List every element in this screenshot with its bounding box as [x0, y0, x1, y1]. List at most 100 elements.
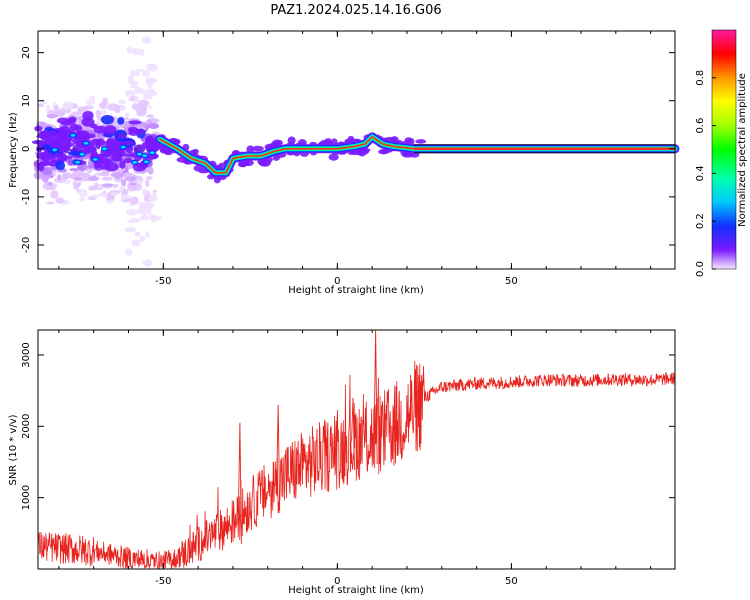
- spectrogram-core-blob: [86, 133, 96, 139]
- track-halo-blob: [252, 145, 264, 152]
- spectrogram-blob: [124, 226, 137, 233]
- spectrogram-blob: [124, 112, 130, 118]
- spectrogram-xlabel: Height of straight line (km): [288, 285, 424, 296]
- spectrogram-blob: [40, 100, 48, 105]
- spectrogram-blob: [142, 259, 153, 267]
- spectrogram-blob: [126, 46, 133, 54]
- x-tick-label-spectrogram: 50: [505, 276, 518, 287]
- spectrogram-core-blob: [93, 125, 108, 134]
- spectrogram-hot-blob: [148, 150, 156, 156]
- spectrogram-core-blob: [36, 147, 43, 152]
- spectrogram-core-blob: [123, 158, 133, 164]
- spectrogram-core-blob: [40, 134, 54, 142]
- spectrogram-blob: [88, 95, 96, 102]
- spectrogram-frame: [37, 30, 676, 270]
- x-tick-label-snr: 50: [505, 576, 518, 587]
- spectrogram-blob: [139, 235, 146, 242]
- spectrogram-hot-blob: [142, 159, 150, 165]
- spectrogram-blob: [46, 201, 55, 205]
- spectrogram-blob: [140, 204, 152, 212]
- track-halo-blob: [239, 161, 247, 168]
- spectrogram-blob: [73, 177, 83, 181]
- snr-frame: [37, 329, 676, 570]
- spectrogram-core-blob: [96, 153, 110, 159]
- spectrogram-blob: [134, 231, 141, 237]
- spectrogram-core-blob: [117, 117, 125, 125]
- snr-spike: [237, 422, 242, 545]
- spectrogram-core-blob: [50, 140, 61, 150]
- spectrogram-blob: [118, 99, 126, 105]
- spectrogram-core-blob: [117, 133, 126, 139]
- spectrogram-core-blob: [53, 152, 63, 157]
- spectrogram-blob: [148, 105, 153, 110]
- spectrogram-blob: [53, 177, 66, 184]
- track-halo-blob: [415, 139, 427, 144]
- spectrogram-blob: [127, 75, 134, 84]
- spectrogram-blob: [121, 178, 127, 187]
- colorbar-label: Normalized spectral amplitude: [737, 73, 748, 227]
- spectrogram-core-blob: [89, 123, 98, 129]
- spectrogram-blob: [112, 171, 123, 180]
- spectrogram-blob: [131, 239, 141, 247]
- y-tick-label-spectrogram: -10: [21, 189, 32, 205]
- spectrogram-blob: [53, 104, 60, 113]
- spectrogram-axes: -50 0 50 -20 -10 0 10 20: [21, 31, 675, 287]
- spectrogram-blob: [136, 68, 145, 73]
- snr-xlabel: Height of straight line (km): [288, 585, 424, 596]
- spectrogram-blob: [130, 69, 135, 77]
- spectrogram-blob: [55, 110, 65, 118]
- spectrogram-track-group: [154, 132, 680, 184]
- spectrogram-core-blob: [90, 138, 102, 146]
- colorbar-tick-label: 0.8: [695, 70, 706, 86]
- y-tick-label-snr: 2000: [21, 414, 32, 439]
- spectrogram-core-blob: [37, 161, 45, 172]
- spectrogram-core-blob: [103, 125, 117, 136]
- spectrogram-hot-blob: [131, 159, 139, 165]
- spectrogram-core-blob: [82, 111, 94, 121]
- track-halo-blob: [357, 148, 367, 157]
- y-tick-label-spectrogram: 0: [21, 146, 32, 152]
- track-halo-blob: [272, 155, 280, 161]
- y-tick-label-snr: 3000: [21, 342, 32, 367]
- spectrogram-blob: [64, 179, 71, 185]
- track-halo-blob: [259, 158, 271, 167]
- snr-spike: [351, 397, 355, 471]
- spectrogram-hot-blob: [101, 146, 109, 152]
- spectrogram-blob: [95, 109, 102, 119]
- spectrogram-hot-blob: [119, 144, 127, 150]
- spectrogram-blob: [135, 179, 144, 185]
- x-tick-label-spectrogram: 0: [334, 276, 340, 287]
- spectrogram-core-blob: [68, 116, 77, 123]
- spectrogram-blob: [130, 196, 139, 206]
- spectrogram-blob: [110, 191, 118, 196]
- spectrogram-core-blob: [121, 141, 135, 146]
- spectrogram-hot-blob: [91, 156, 99, 163]
- spectrogram-blob: [41, 166, 53, 176]
- spectrogram-core-blob: [116, 156, 123, 162]
- x-tick-label-snr: 0: [334, 576, 340, 587]
- spectrogram-blob: [97, 184, 102, 189]
- spectrogram-core-blob: [151, 142, 160, 150]
- spectrogram-blob: [90, 194, 101, 198]
- spectrogram-core-blob: [36, 152, 46, 160]
- spectrogram-hot-blob: [74, 159, 82, 165]
- spectrogram-blob: [125, 176, 136, 182]
- track-halo-blob: [192, 148, 199, 155]
- spectrogram-blob: [144, 231, 150, 238]
- spectrogram-blob: [85, 99, 96, 106]
- spectrogram-blob: [152, 189, 158, 193]
- spectrogram-blob: [121, 189, 129, 196]
- snr-ylabel: SNR (10 * v/v): [8, 414, 19, 485]
- y-tick-label-spectrogram: 10: [21, 94, 32, 107]
- spectrogram-blob: [88, 185, 97, 191]
- spectrogram-blob: [147, 166, 154, 175]
- track-halo-blob: [246, 145, 255, 154]
- y-tick-label-spectrogram: 20: [21, 46, 32, 59]
- spectrogram-blob: [140, 108, 148, 114]
- spectrogram-blob: [145, 179, 150, 188]
- snr-spike: [276, 404, 281, 511]
- spectrogram-blob: [128, 182, 137, 186]
- snr-series-line: [37, 361, 675, 570]
- spectrogram-core-blob: [100, 114, 115, 125]
